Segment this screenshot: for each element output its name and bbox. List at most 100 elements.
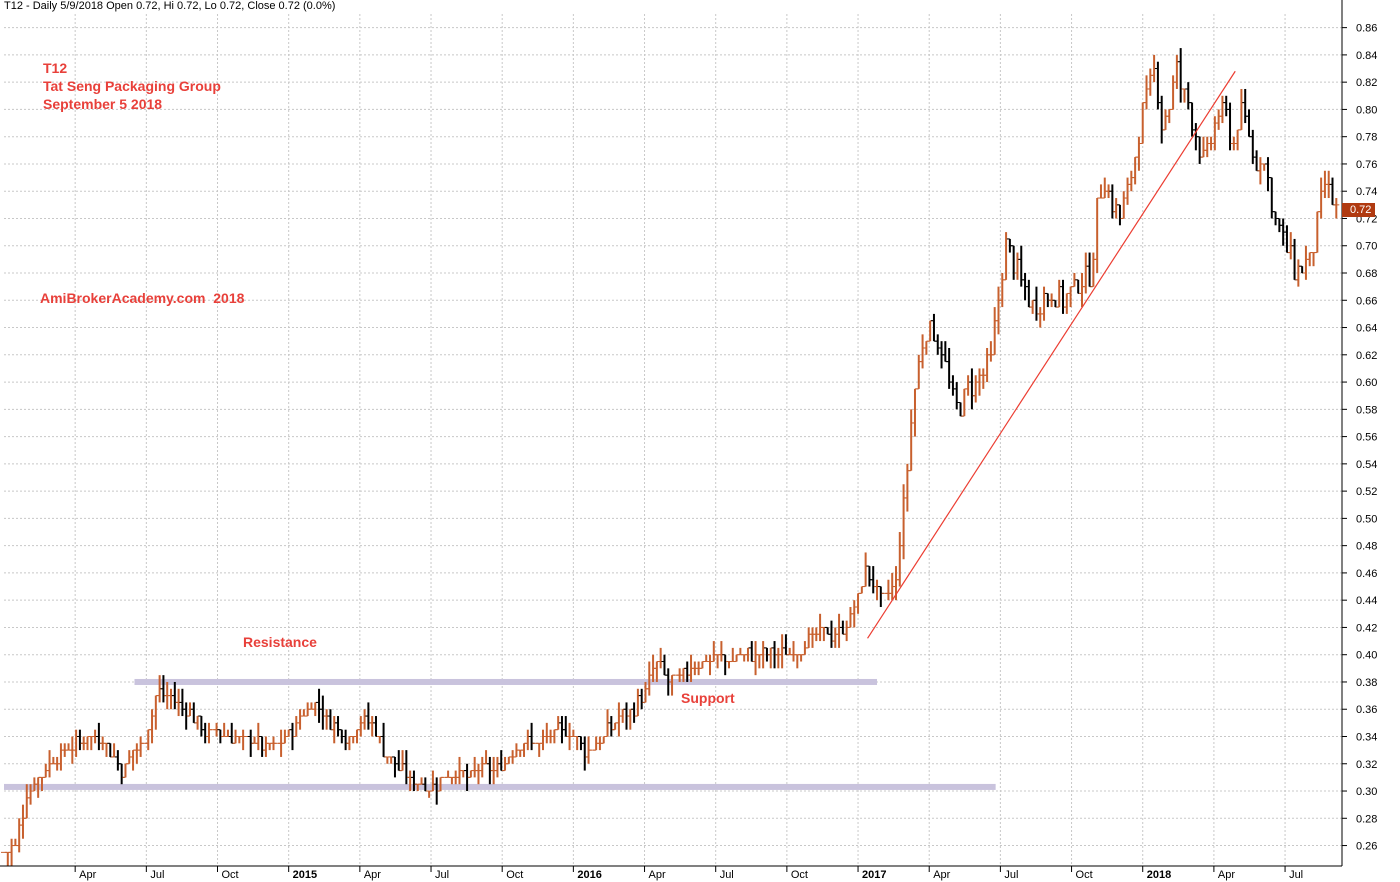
ohlc-bar <box>1249 129 1256 164</box>
y-tick-label: 0.28 <box>1356 813 1377 825</box>
ohlc-bar <box>828 620 835 648</box>
ohlc-bar <box>130 749 137 771</box>
ohlc-bar <box>369 716 376 737</box>
ohlc-bar <box>384 756 391 764</box>
ohlc-bar <box>911 388 918 437</box>
x-tick-label: Oct <box>506 869 523 881</box>
ohlc-bar <box>885 579 892 601</box>
x-tick-label: Apr <box>79 869 96 881</box>
y-tick-label: 0.38 <box>1356 677 1377 689</box>
ohlc-bar <box>1318 177 1325 219</box>
x-tick-label: Apr <box>933 869 950 881</box>
x-tick-label: Jul <box>1289 869 1303 881</box>
ohlc-bar <box>194 715 201 730</box>
ohlc-bar <box>824 626 831 635</box>
ohlc-bar <box>1333 198 1340 219</box>
ohlc-bar <box>171 681 178 710</box>
ohlc-bar <box>638 688 645 710</box>
ohlc-bar <box>285 729 292 737</box>
ohlc-bar <box>809 627 816 648</box>
watermark-label: AmiBrokerAcademy.com 2018 <box>40 290 245 306</box>
ohlc-bar <box>1291 238 1298 281</box>
ohlc-bar <box>908 409 915 472</box>
ohlc-bar <box>391 756 398 778</box>
ohlc-bar <box>1116 204 1123 226</box>
ohlc-bar <box>88 735 95 751</box>
y-tick-label: 0.78 <box>1356 132 1377 144</box>
ohlc-bar <box>1200 136 1207 158</box>
ohlc-bar <box>782 634 789 656</box>
ohlc-bar <box>1075 279 1082 294</box>
ohlc-bar <box>608 716 615 737</box>
ohlc-bar <box>744 647 751 662</box>
ohlc-bar <box>1014 252 1021 280</box>
ohlc-bar <box>562 716 569 737</box>
chart-header: T12 - Daily 5/9/2018 Open 0.72, Hi 0.72,… <box>4 0 336 12</box>
ohlc-bar <box>205 722 212 744</box>
ohlc-bar <box>953 382 960 410</box>
ohlc-bar <box>399 750 406 772</box>
ohlc-bar <box>866 565 873 587</box>
y-tick-label: 0.74 <box>1356 186 1377 198</box>
ohlc-bar <box>858 586 865 594</box>
ohlc-bar <box>460 770 467 778</box>
ticker-label: T12 <box>43 60 68 76</box>
ohlc-bar <box>224 729 231 737</box>
ohlc-bar <box>961 388 968 417</box>
ohlc-bar <box>1010 245 1017 280</box>
ohlc-bar <box>122 763 129 778</box>
ohlc-bar <box>505 756 512 765</box>
y-tick-label: 0.60 <box>1356 377 1377 389</box>
ohlc-bar <box>376 735 383 744</box>
ohlc-bar <box>114 750 121 771</box>
ohlc-bar <box>619 708 626 723</box>
ohlc-bar <box>103 742 110 757</box>
ohlc-bar <box>1025 279 1032 308</box>
ohlc-bar <box>653 661 660 682</box>
x-tick-label: Apr <box>364 869 381 881</box>
ohlc-bar <box>851 600 858 628</box>
ohlc-bar <box>1162 109 1169 131</box>
ohlc-bar <box>1302 245 1309 280</box>
ohlc-bar <box>1257 157 1264 185</box>
chart-grid <box>4 14 1342 866</box>
ohlc-bar <box>1170 75 1177 110</box>
ohlc-bar <box>877 586 884 607</box>
ohlc-bar <box>733 654 740 663</box>
ohlc-bar <box>805 627 812 649</box>
y-tick-label: 0.82 <box>1356 77 1377 89</box>
ohlc-bar <box>152 695 159 730</box>
ohlc-bar <box>657 647 664 669</box>
ohlc-bar <box>1253 150 1260 172</box>
ohlc-bar <box>524 729 531 751</box>
ohlc-bar <box>228 722 235 744</box>
price-bars <box>1 48 1340 866</box>
date-axis: Apr Jul Oct 2015 Apr Jul Oct 2016 Apr Jul Oct 2017 A… <box>0 865 1342 881</box>
ohlc-bar <box>517 749 524 757</box>
ohlc-bar <box>1139 102 1146 145</box>
ohlc-bar <box>471 756 478 778</box>
ohlc-bar <box>729 647 736 663</box>
ohlc-bar <box>1234 129 1241 151</box>
ohlc-bar <box>725 661 732 669</box>
ohlc-bar <box>1223 95 1230 117</box>
ohlc-bar <box>627 708 634 730</box>
ohlc-bar <box>1128 170 1135 192</box>
ohlc-bar <box>646 661 653 696</box>
resistance-label: Resistance <box>243 634 317 650</box>
ohlc-bar <box>767 647 774 669</box>
ohlc-bar <box>1173 54 1180 89</box>
ohlc-bar <box>574 735 581 751</box>
ohlc-bar <box>915 354 922 390</box>
ohlc-bar <box>76 729 83 751</box>
ohlc-bar <box>262 736 269 757</box>
ohlc-bar <box>365 702 372 730</box>
x-tick-label: 2016 <box>577 869 601 881</box>
ohlc-bar <box>300 709 307 717</box>
ohlc-bar <box>703 654 710 663</box>
ohlc-bar <box>118 763 125 785</box>
ohlc-bar <box>942 341 949 363</box>
ohlc-bar <box>820 626 827 642</box>
ohlc-bar <box>631 702 638 723</box>
y-tick-label: 0.44 <box>1356 595 1377 607</box>
